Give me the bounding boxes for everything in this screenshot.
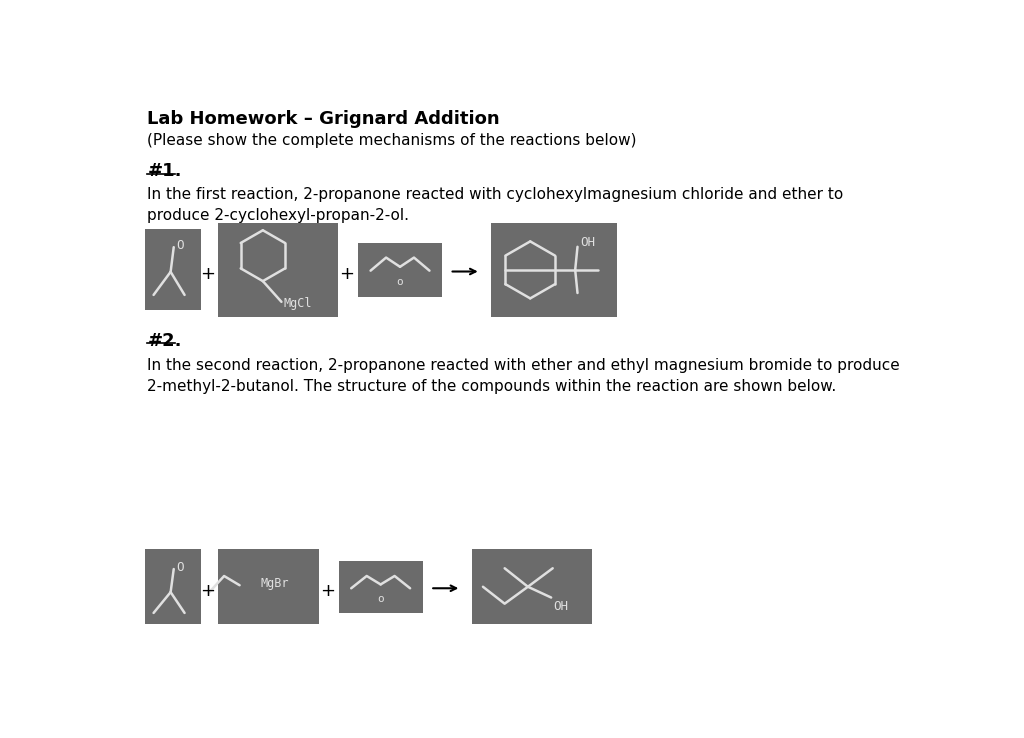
FancyBboxPatch shape — [339, 561, 423, 613]
Text: O: O — [176, 561, 183, 574]
Text: o: o — [396, 277, 403, 287]
Text: #1.: #1. — [147, 162, 182, 181]
FancyBboxPatch shape — [218, 223, 338, 317]
Text: OH: OH — [554, 600, 568, 613]
Text: #2.: #2. — [147, 332, 182, 350]
Text: o: o — [377, 593, 384, 604]
Text: MgCl: MgCl — [284, 297, 312, 310]
FancyBboxPatch shape — [145, 230, 201, 310]
Text: In the first reaction, 2-propanone reacted with cyclohexylmagnesium chloride and: In the first reaction, 2-propanone react… — [147, 187, 844, 223]
Text: +: + — [201, 265, 215, 283]
Text: MgBr: MgBr — [260, 577, 289, 590]
FancyBboxPatch shape — [218, 549, 318, 624]
Text: OH: OH — [580, 235, 595, 249]
FancyBboxPatch shape — [358, 243, 442, 297]
Text: Lab Homework – Grignard Addition: Lab Homework – Grignard Addition — [147, 110, 500, 128]
Text: +: + — [201, 582, 215, 599]
Text: +: + — [319, 582, 335, 599]
FancyBboxPatch shape — [145, 549, 201, 624]
FancyBboxPatch shape — [472, 549, 592, 624]
Text: O: O — [176, 239, 183, 252]
Text: (Please show the complete mechanisms of the reactions below): (Please show the complete mechanisms of … — [147, 134, 637, 148]
FancyBboxPatch shape — [492, 223, 617, 317]
Text: +: + — [339, 265, 354, 283]
Text: In the second reaction, 2-propanone reacted with ether and ethyl magnesium bromi: In the second reaction, 2-propanone reac… — [147, 358, 900, 394]
